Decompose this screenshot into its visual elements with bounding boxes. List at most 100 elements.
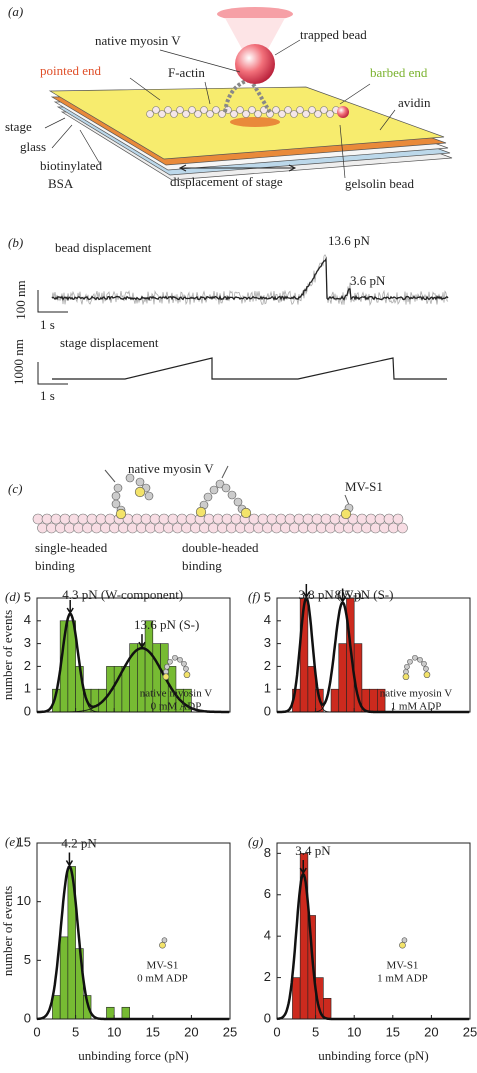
actin-subunit bbox=[262, 522, 273, 534]
actin-subunit bbox=[158, 110, 166, 118]
actin-subunit bbox=[284, 106, 292, 114]
actin-subunit bbox=[307, 522, 318, 534]
actin-subunit bbox=[181, 522, 192, 534]
actin-subunit bbox=[230, 110, 238, 118]
scale-bar bbox=[37, 362, 68, 385]
actin-subunit bbox=[311, 513, 323, 525]
actin-subunit bbox=[257, 513, 269, 525]
annotation: 4.2 pN bbox=[61, 835, 97, 850]
actin-subunit bbox=[329, 513, 341, 525]
actin-subunit bbox=[236, 106, 244, 114]
inset-icon bbox=[402, 654, 431, 681]
y-tick-label: 2 bbox=[264, 658, 271, 673]
myosin-head bbox=[240, 507, 252, 519]
actin-subunit bbox=[244, 522, 255, 534]
arrow bbox=[299, 860, 307, 875]
trace-mean bbox=[51, 256, 449, 302]
actin-subunit bbox=[361, 522, 372, 534]
actin-subunit bbox=[397, 522, 408, 534]
actin-subunit bbox=[248, 513, 260, 525]
actin-subunit bbox=[290, 110, 298, 118]
scale-bar bbox=[37, 290, 68, 313]
actin-subunit bbox=[206, 110, 214, 118]
x-tick-label: 5 bbox=[72, 1024, 79, 1039]
y-tick-label: 5 bbox=[264, 589, 271, 604]
actin-subunit bbox=[314, 110, 322, 118]
fit-sum bbox=[37, 612, 230, 714]
panel-label: (e) bbox=[5, 834, 19, 849]
x-tick-label: 0 bbox=[33, 1024, 40, 1039]
arrow bbox=[302, 584, 310, 599]
x-tick-label: 20 bbox=[184, 1024, 198, 1039]
actin-subunit bbox=[248, 106, 256, 114]
actin-subunit bbox=[59, 513, 71, 525]
actin-subunit bbox=[221, 513, 233, 525]
y-tick-label: 15 bbox=[17, 834, 31, 849]
y-tick-label: 4 bbox=[264, 928, 271, 943]
bar bbox=[292, 977, 301, 1020]
actin-subunit bbox=[86, 513, 98, 525]
label: barbed end bbox=[370, 65, 428, 80]
actin-subunit bbox=[254, 110, 262, 118]
myosin-subunit bbox=[164, 663, 170, 670]
panel-a: (a) native myosin V trapped bead pointed… bbox=[5, 4, 453, 191]
actin-subunit bbox=[212, 106, 220, 114]
actin-subunit bbox=[343, 522, 354, 534]
bar bbox=[121, 666, 130, 713]
actin-subunit bbox=[185, 513, 197, 525]
actin-subunit bbox=[163, 522, 174, 534]
actin-subunit bbox=[127, 522, 138, 534]
x-tick-label: 0 bbox=[273, 1024, 280, 1039]
myosin-subunit bbox=[125, 473, 135, 483]
label: trapped bead bbox=[300, 27, 367, 42]
tail bbox=[104, 469, 116, 483]
arrowheads bbox=[178, 164, 297, 172]
actin-subunit bbox=[253, 522, 264, 534]
inset-label: 0 mM ADP bbox=[151, 700, 202, 712]
x-tick-label: 15 bbox=[146, 1024, 160, 1039]
actin-subunit bbox=[91, 522, 102, 534]
panel-label: (d) bbox=[5, 589, 20, 604]
bar bbox=[121, 1006, 130, 1020]
actin-subunit bbox=[298, 522, 309, 534]
myosin-subunit bbox=[421, 660, 427, 667]
myosin-subunit bbox=[181, 660, 187, 667]
actin-subunit bbox=[194, 110, 202, 118]
actin-subunit bbox=[334, 522, 345, 534]
myosin-subunit bbox=[113, 483, 123, 493]
actin-subunit bbox=[77, 513, 89, 525]
myosin-head bbox=[183, 671, 191, 679]
actin-subunit bbox=[374, 513, 386, 525]
actin-subunit bbox=[50, 513, 62, 525]
actin-subunit bbox=[308, 106, 316, 114]
x-tick-label: 25 bbox=[223, 1024, 237, 1039]
actin-subunit bbox=[152, 106, 160, 114]
label: avidin bbox=[398, 95, 431, 110]
y-tick-label: 3 bbox=[24, 635, 31, 650]
actin-subunit bbox=[230, 513, 242, 525]
y-axis-label: number of events bbox=[0, 610, 15, 700]
myosin-subunit bbox=[209, 485, 219, 495]
actin-subunit bbox=[82, 522, 93, 534]
trace-raw bbox=[51, 254, 449, 307]
label: double-headed bbox=[182, 540, 259, 555]
actin-subunit bbox=[46, 522, 57, 534]
y-tick-label: 0 bbox=[264, 703, 271, 718]
y-axis-label: number of events bbox=[0, 886, 15, 976]
y-tick-label: 2 bbox=[264, 969, 271, 984]
panel-label: (f) bbox=[248, 589, 260, 604]
y-tick-label: 4 bbox=[24, 612, 31, 627]
actin-subunit bbox=[37, 522, 48, 534]
actin-subunit bbox=[235, 522, 246, 534]
myosin-subunit bbox=[111, 491, 121, 501]
x-axis-label: unbinding force (pN) bbox=[318, 1048, 428, 1063]
myosin-head bbox=[162, 673, 170, 681]
label: MV-S1 bbox=[345, 479, 383, 494]
label: binding bbox=[35, 558, 75, 573]
panel-label: (g) bbox=[248, 834, 263, 849]
arrow bbox=[138, 634, 146, 649]
actin-subunit bbox=[289, 522, 300, 534]
myosin-subunit bbox=[183, 665, 189, 672]
myosin-head bbox=[399, 941, 406, 949]
